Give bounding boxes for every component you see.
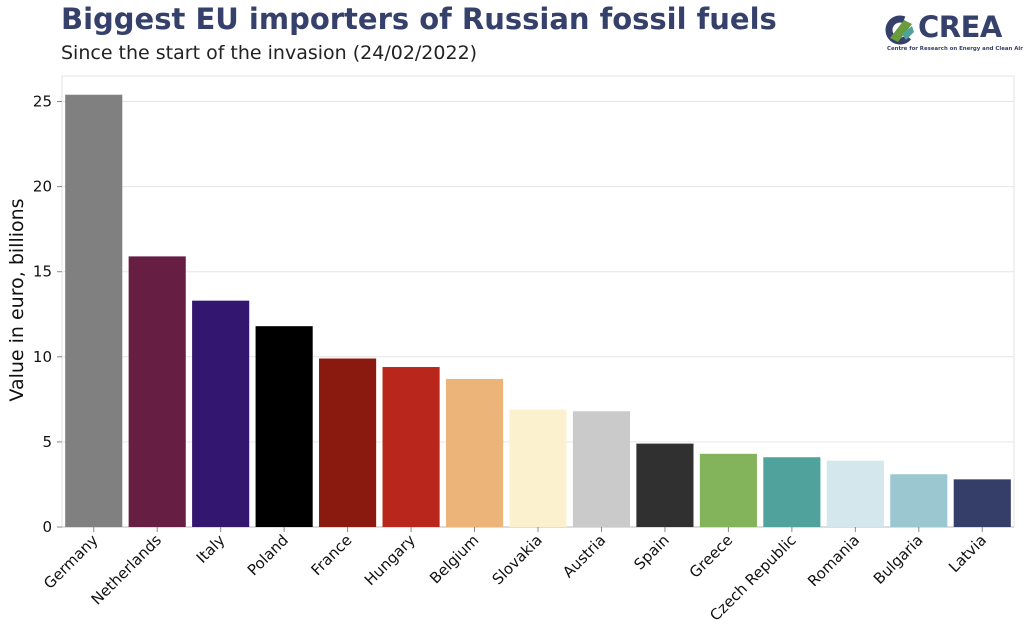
x-tick-label: Greece (686, 531, 736, 581)
y-tick-label: 5 (42, 433, 52, 451)
bar-czech-republic (763, 457, 821, 527)
bar-slovakia (509, 409, 567, 527)
bar-romania (826, 460, 884, 527)
x-tick-label: Italy (193, 531, 229, 567)
y-axis-label: Value in euro, billions (6, 198, 28, 401)
crea-logo: CREA Centre for Research on Energy and C… (884, 10, 1023, 58)
y-tick-label: 25 (33, 93, 52, 111)
bar-germany (65, 94, 123, 527)
bar-greece (699, 453, 757, 527)
logo-leaf (890, 20, 912, 42)
x-tick-label: Hungary (361, 531, 419, 589)
y-tick-label: 20 (33, 178, 52, 196)
bar-italy (192, 300, 250, 527)
y-tick-label: 10 (33, 348, 52, 366)
x-tick-label: Germany (40, 531, 102, 593)
crea-logo-icon (885, 15, 915, 45)
bars (65, 94, 1011, 527)
x-tick-label: France (307, 531, 355, 579)
bar-belgium (445, 378, 504, 527)
logo-tagline: Centre for Research on Energy and Clean … (887, 46, 1023, 52)
x-tick-label: Slovakia (489, 531, 546, 588)
chart-title: Biggest EU importers of Russian fossil f… (61, 2, 777, 36)
bar-spain (636, 443, 694, 527)
x-tick-label: Spain (630, 531, 672, 573)
logo-wordmark: CREA (918, 10, 1002, 44)
x-tick-label: Belgium (426, 531, 482, 587)
x-tick-label: Poland (244, 531, 292, 579)
bar-latvia (953, 479, 1011, 527)
bar-bulgaria (890, 474, 948, 527)
bar-poland (255, 326, 313, 527)
bar-hungary (382, 367, 440, 527)
y-tick-label: 0 (42, 518, 52, 536)
logo-accent (902, 26, 914, 40)
chart-subtitle: Since the start of the invasion (24/02/2… (61, 42, 478, 64)
bar-netherlands (128, 256, 186, 527)
x-tick-label: Bulgaria (870, 531, 927, 588)
x-tick-label: Austria (559, 531, 609, 581)
y-tick-label: 15 (33, 263, 52, 281)
bar-austria (572, 411, 631, 527)
bar-france (319, 358, 377, 527)
x-tick-label: Latvia (945, 531, 990, 576)
x-tick-label: Romania (804, 531, 863, 590)
